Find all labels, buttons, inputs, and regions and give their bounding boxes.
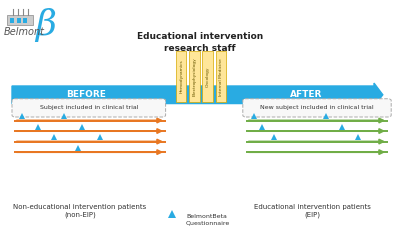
Text: BEFORE: BEFORE [66,90,106,99]
Text: Internal Medicine: Internal Medicine [219,58,223,95]
Text: BelmontBeta
Questionnaire: BelmontBeta Questionnaire [186,214,230,226]
Bar [17,18,21,23]
Text: AFTER: AFTER [290,90,322,99]
Bar [202,51,213,102]
Text: Non-educational intervention patients
(non-EIP): Non-educational intervention patients (n… [13,204,147,218]
Text: Oncology: Oncology [206,66,210,87]
Bar [176,51,186,102]
Bar [10,18,14,23]
Bar [7,15,33,25]
Text: Electrophysiology: Electrophysiology [192,57,196,96]
Text: Educational intervention
research staff: Educational intervention research staff [137,32,263,52]
FancyArrow shape [12,83,383,106]
FancyBboxPatch shape [12,99,166,117]
Bar [23,18,27,23]
Text: Hemodynamics: Hemodynamics [179,60,183,93]
Text: Subject included in clinical trial: Subject included in clinical trial [40,105,138,110]
Text: New subject included in clinical trial: New subject included in clinical trial [260,105,374,110]
Bar [189,51,200,102]
FancyBboxPatch shape [243,99,391,117]
Bar [216,51,226,102]
Text: β: β [36,7,56,42]
Text: Belmont: Belmont [4,27,45,37]
Text: Educational intervention patients
(EIP): Educational intervention patients (EIP) [254,204,370,218]
